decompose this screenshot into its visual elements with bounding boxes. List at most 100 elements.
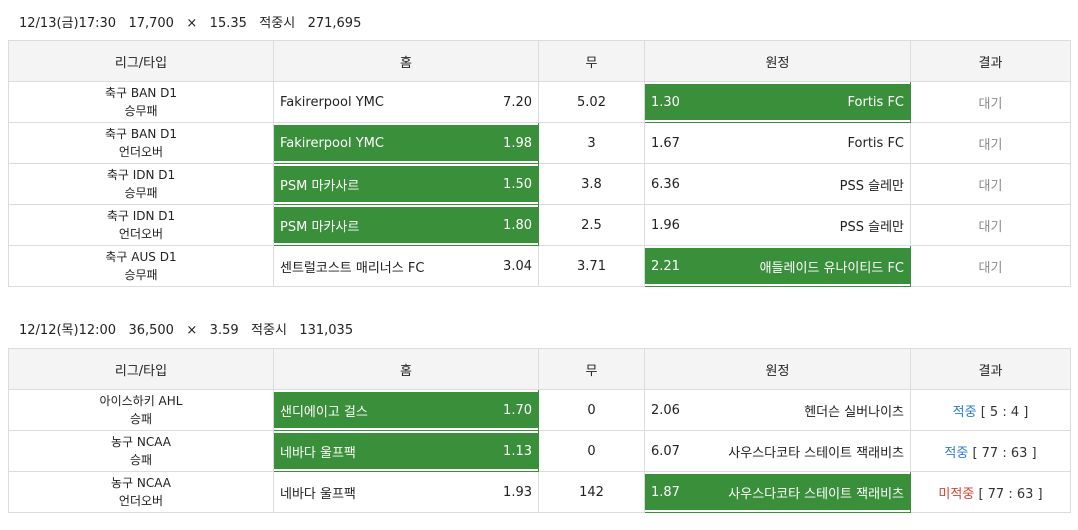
bet-multiplier: 15.35 xyxy=(209,16,247,31)
home-odds: 1.70 xyxy=(503,402,532,418)
away-team-cell[interactable]: 6.07 사우스다코타 스테이트 잭래비츠 xyxy=(644,430,911,472)
away-team-cell[interactable]: 1.67 Fortis FC xyxy=(644,122,911,164)
bet-type: 승무패 xyxy=(124,268,158,282)
table-row: 축구 BAN D1 언더오버 Fakirerpool YMC 1.98 3 1.67… xyxy=(8,122,1071,164)
draw-odds-cell[interactable]: 3.8 xyxy=(538,163,645,205)
bet-payout: 131,035 xyxy=(299,323,354,338)
result-cell: 대기 xyxy=(910,204,1071,246)
home-team-name: 샌디에이고 걸스 xyxy=(280,404,368,420)
times-sign: × xyxy=(186,16,198,31)
league-cell: 축구 IDN D1 언더오버 xyxy=(8,204,274,246)
league-cell: 아이스하키 AHL 승패 xyxy=(8,389,274,431)
table-row: 축구 IDN D1 승무패 PSM 마카사르 1.50 3.8 6.36 PSS 슬레… xyxy=(8,163,1071,205)
away-team-cell[interactable]: 1.96 PSS 슬레만 xyxy=(644,204,911,246)
col-draw-header: 무 xyxy=(538,40,645,82)
bet-slip-header-2: 12/12(목)12:00 36,500 × 3.59 적중시 131,035 xyxy=(19,319,353,338)
bet-type: 승패 xyxy=(129,412,153,426)
home-team-cell-selected[interactable]: PSM 마카사르 1.50 xyxy=(273,163,539,205)
home-team-name: Fakirerpool YMC xyxy=(280,94,384,110)
away-odds: 1.96 xyxy=(651,217,680,233)
col-draw-header: 무 xyxy=(538,348,645,390)
draw-odds-cell[interactable]: 3 xyxy=(538,122,645,164)
home-team-name: 센트럴코스트 매리너스 FC xyxy=(280,260,425,276)
league-name: 축구 BAN D1 xyxy=(104,127,177,141)
result-status: 미적중 xyxy=(938,486,975,502)
home-team-name: Fakirerpool YMC xyxy=(280,135,384,151)
bet-type: 승무패 xyxy=(124,104,158,118)
home-team-cell-selected[interactable]: 네바다 울프팩 1.13 xyxy=(273,430,539,472)
home-odds: 1.98 xyxy=(503,135,532,151)
result-cell: 대기 xyxy=(910,163,1071,205)
result-status: 적중 xyxy=(944,445,969,461)
bet-stake: 36,500 xyxy=(128,323,174,338)
bet-table-2: 리그/타입 홈 무 원정 결과 아이스하키 AHL 승패 샌디에이고 걸스 1.70… xyxy=(8,348,1071,513)
away-team-cell[interactable]: 6.36 PSS 슬레만 xyxy=(644,163,911,205)
draw-odds-cell[interactable]: 5.02 xyxy=(538,81,645,123)
league-name: 아이스하키 AHL xyxy=(99,394,183,408)
home-odds: 1.93 xyxy=(503,484,532,500)
bet-type: 언더오버 xyxy=(118,227,164,241)
col-league-header: 리그/타입 xyxy=(8,348,274,390)
home-team-cell-selected[interactable]: PSM 마카사르 1.80 xyxy=(273,204,539,246)
table-row: 축구 IDN D1 언더오버 PSM 마카사르 1.80 2.5 1.96 PSS 슬… xyxy=(8,204,1071,246)
home-odds: 1.50 xyxy=(503,176,532,192)
table-header-row: 리그/타입 홈 무 원정 결과 xyxy=(8,348,1071,390)
league-cell: 축구 AUS D1 승무패 xyxy=(8,245,274,287)
home-team-name: PSM 마카사르 xyxy=(280,219,360,235)
home-odds: 1.13 xyxy=(503,443,532,459)
result-status: 적중 xyxy=(952,404,977,420)
home-team-cell[interactable]: 센트럴코스트 매리너스 FC 3.04 xyxy=(273,245,539,287)
col-result-header: 결과 xyxy=(910,348,1071,390)
table-row: 아이스하키 AHL 승패 샌디에이고 걸스 1.70 0 2.06 헨더슨 실버나이츠… xyxy=(8,389,1071,431)
table-header-row: 리그/타입 홈 무 원정 결과 xyxy=(8,40,1071,82)
bet-type: 승패 xyxy=(129,453,153,467)
home-team-cell-selected[interactable]: Fakirerpool YMC 1.98 xyxy=(273,122,539,164)
league-name: 농구 NCAA xyxy=(110,476,171,490)
result-score: [ 77 : 63 ] xyxy=(978,486,1043,502)
away-team-cell-selected[interactable]: 2.21 애들레이드 유나이티드 FC xyxy=(644,245,911,287)
times-sign: × xyxy=(186,323,198,338)
home-odds: 7.20 xyxy=(503,94,532,110)
draw-odds-cell[interactable]: 0 xyxy=(538,430,645,472)
result-cell: 대기 xyxy=(910,81,1071,123)
result-cell: 대기 xyxy=(910,122,1071,164)
away-team-cell-selected[interactable]: 1.87 사우스다코타 스테이트 잭래비츠 xyxy=(644,471,911,513)
away-team-name: 헨더슨 실버나이츠 xyxy=(804,404,904,420)
draw-odds-cell[interactable]: 142 xyxy=(538,471,645,513)
bet-table-1: 리그/타입 홈 무 원정 결과 축구 BAN D1 승무패 Fakirerpool… xyxy=(8,40,1071,287)
draw-odds-cell[interactable]: 0 xyxy=(538,389,645,431)
away-team-name: Fortis FC xyxy=(847,94,904,110)
table-row: 축구 AUS D1 승무패 센트럴코스트 매리너스 FC 3.04 3.71 2.2… xyxy=(8,245,1071,287)
result-cell: 대기 xyxy=(910,245,1071,287)
result-cell: 미적중 [ 77 : 63 ] xyxy=(910,471,1071,513)
league-cell: 축구 BAN D1 승무패 xyxy=(8,81,274,123)
home-team-cell[interactable]: 네바다 울프팩 1.93 xyxy=(273,471,539,513)
away-team-cell[interactable]: 2.06 헨더슨 실버나이츠 xyxy=(644,389,911,431)
draw-odds-cell[interactable]: 2.5 xyxy=(538,204,645,246)
away-odds: 1.30 xyxy=(651,94,680,110)
table-row: 농구 NCAA 언더오버 네바다 울프팩 1.93 142 1.87 사우스다코타 스… xyxy=(8,471,1071,513)
away-odds: 1.67 xyxy=(651,135,680,151)
league-name: 축구 IDN D1 xyxy=(106,168,176,182)
home-team-cell-selected[interactable]: 샌디에이고 걸스 1.70 xyxy=(273,389,539,431)
league-cell: 축구 BAN D1 언더오버 xyxy=(8,122,274,164)
bet-datetime: 12/12(목)12:00 xyxy=(19,323,117,338)
table-row: 농구 NCAA 승패 네바다 울프팩 1.13 0 6.07 사우스다코타 스테이트 … xyxy=(8,430,1071,472)
bet-type: 언더오버 xyxy=(118,145,164,159)
result-cell: 적중 [ 5 : 4 ] xyxy=(910,389,1071,431)
home-team-name: 네바다 울프팩 xyxy=(280,486,356,502)
bet-payout: 271,695 xyxy=(307,16,362,31)
col-away-header: 원정 xyxy=(644,348,911,390)
col-home-header: 홈 xyxy=(273,40,539,82)
col-league-header: 리그/타입 xyxy=(8,40,274,82)
bet-stake: 17,700 xyxy=(128,16,174,31)
col-home-header: 홈 xyxy=(273,348,539,390)
away-odds: 1.87 xyxy=(651,484,680,500)
home-team-name: 네바다 울프팩 xyxy=(280,445,356,461)
away-team-name: 사우스다코타 스테이트 잭래비츠 xyxy=(728,445,904,461)
league-name: 축구 BAN D1 xyxy=(104,86,177,100)
league-name: 농구 NCAA xyxy=(110,435,171,449)
away-team-cell-selected[interactable]: 1.30 Fortis FC xyxy=(644,81,911,123)
draw-odds-cell[interactable]: 3.71 xyxy=(538,245,645,287)
home-team-cell[interactable]: Fakirerpool YMC 7.20 xyxy=(273,81,539,123)
